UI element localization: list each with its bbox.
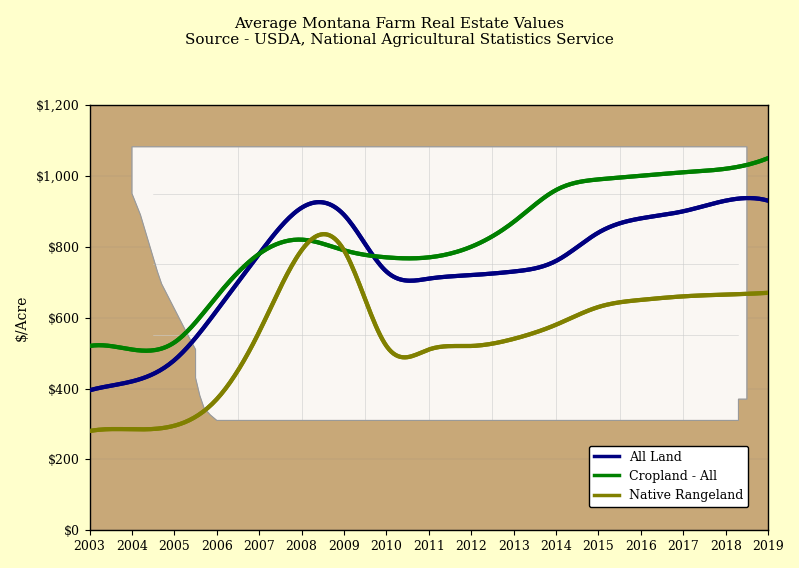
- Polygon shape: [132, 147, 747, 420]
- Y-axis label: $/Acre: $/Acre: [15, 294, 29, 341]
- Text: Average Montana Farm Real Estate Values
Source - USDA, National Agricultural Sta: Average Montana Farm Real Estate Values …: [185, 17, 614, 47]
- Legend: All Land, Cropland - All, Native Rangeland: All Land, Cropland - All, Native Rangela…: [589, 445, 749, 507]
